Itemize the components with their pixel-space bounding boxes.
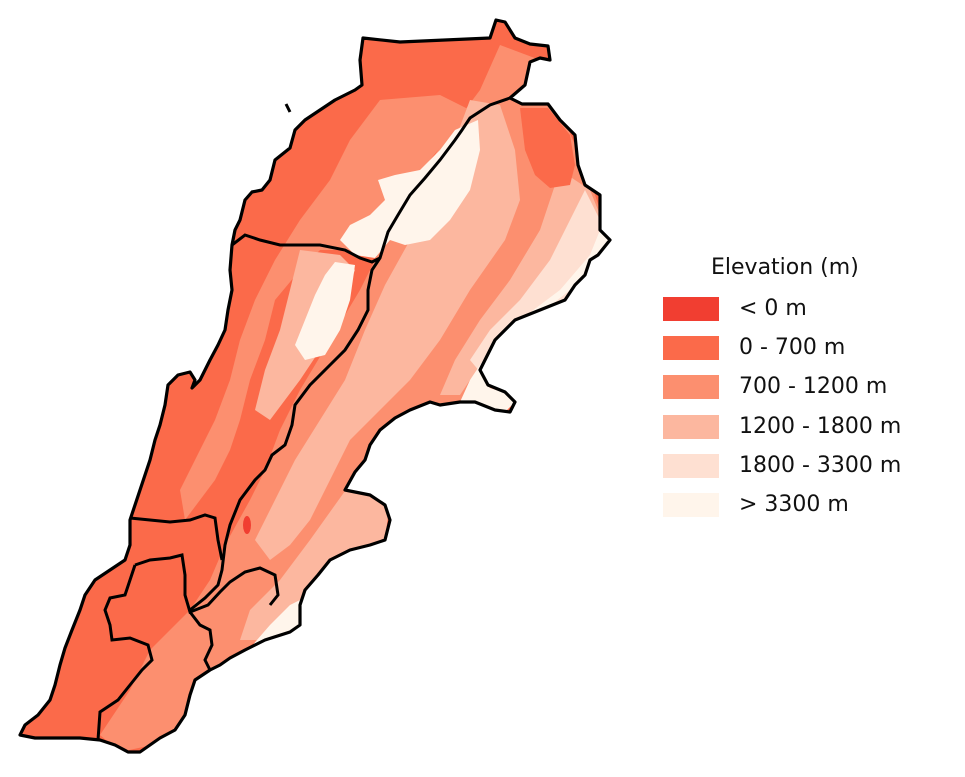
band-below-0 — [243, 516, 251, 534]
legend-item: 1200 - 1800 m — [663, 413, 953, 443]
legend-label: > 3300 m — [739, 492, 849, 517]
legend-label: < 0 m — [739, 296, 807, 321]
band-1800-3300 — [470, 190, 610, 372]
legend-swatch — [663, 454, 719, 478]
legend-swatch — [663, 493, 719, 517]
legend-item: < 0 m — [663, 295, 953, 325]
legend-swatch — [663, 415, 719, 439]
legend-label: 700 - 1200 m — [739, 374, 888, 399]
boundary-south-inner — [134, 553, 280, 614]
boundary-south-west — [96, 564, 154, 741]
band-above-3300-south — [250, 600, 304, 648]
band-1200-1800 — [255, 100, 520, 560]
legend-item: 700 - 1200 m — [663, 373, 953, 403]
legend-title: Elevation (m) — [711, 255, 859, 280]
legend-swatch — [663, 336, 719, 360]
legend-swatch — [663, 297, 719, 321]
band-above-3300-east — [460, 230, 610, 412]
legend-label: 1200 - 1800 m — [739, 414, 902, 439]
band-0-700-northeast — [520, 108, 575, 188]
legend-label: 0 - 700 m — [739, 335, 846, 360]
island — [284, 103, 292, 113]
legend-item: > 3300 m — [663, 491, 953, 521]
legend-label: 1800 - 3300 m — [739, 453, 902, 478]
elevation-bands — [20, 20, 610, 752]
boundary-bekaa-west — [189, 96, 511, 612]
boundary-south-nabatieh — [129, 513, 224, 561]
legend-item: 0 - 700 m — [663, 334, 953, 364]
boundary-south-east — [188, 611, 214, 671]
legend-swatch — [663, 375, 719, 399]
legend-item: 1800 - 3300 m — [663, 452, 953, 482]
band-above-3300-mid — [295, 262, 355, 360]
boundary-north-mount — [231, 233, 381, 264]
